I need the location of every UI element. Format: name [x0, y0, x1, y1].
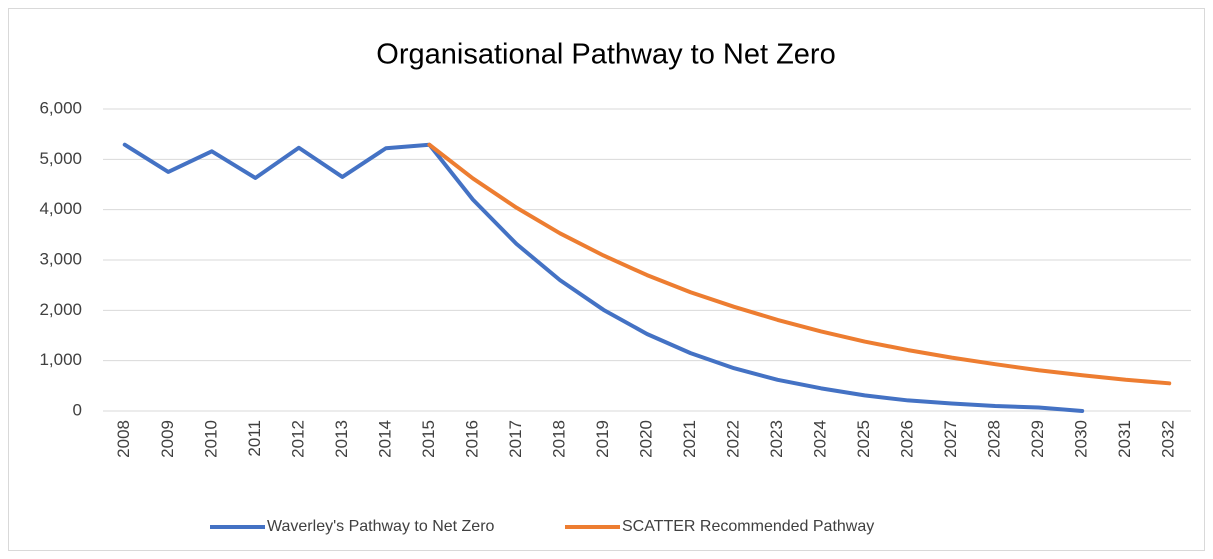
x-tick-label: 2031	[1115, 420, 1134, 458]
y-tick-label: 3,000	[39, 249, 82, 268]
x-tick-label: 2023	[767, 420, 786, 458]
x-tick-label: 2020	[636, 420, 655, 458]
y-tick-label: 4,000	[39, 199, 82, 218]
x-tick-label: 2024	[811, 420, 830, 458]
x-tick-label: 2009	[158, 420, 177, 458]
x-tick-label: 2016	[462, 420, 481, 458]
x-tick-label: 2025	[854, 420, 873, 458]
chart-frame	[8, 8, 1205, 551]
x-tick-label: 2022	[724, 420, 743, 458]
x-tick-label: 2014	[375, 420, 394, 458]
x-tick-label: 2026	[898, 420, 917, 458]
x-tick-label: 2030	[1072, 420, 1091, 458]
x-tick-label: 2032	[1159, 420, 1178, 458]
series-line	[122, 142, 1085, 413]
x-tick-label: 2027	[941, 420, 960, 458]
x-tick-label: 2008	[114, 420, 133, 458]
legend-label: Waverley's Pathway to Net Zero	[267, 518, 495, 535]
y-tick-label: 6,000	[39, 98, 82, 117]
x-tick-label: 2018	[549, 420, 568, 458]
x-tick-label: 2013	[332, 420, 351, 458]
x-tick-label: 2012	[288, 420, 307, 458]
x-tick-label: 2029	[1028, 420, 1047, 458]
y-tick-label: 2,000	[39, 300, 82, 319]
x-tick-label: 2019	[593, 420, 612, 458]
x-tick-label: 2010	[201, 420, 220, 458]
chart-title: Organisational Pathway to Net Zero	[376, 39, 835, 71]
x-tick-label: 2021	[680, 420, 699, 458]
legend-label: SCATTER Recommended Pathway	[622, 518, 874, 535]
series-line	[427, 142, 1172, 386]
y-tick-label: 1,000	[39, 350, 82, 369]
x-tick-label: 2017	[506, 420, 525, 458]
y-tick-label: 5,000	[39, 149, 82, 168]
x-tick-label: 2028	[985, 420, 1004, 458]
y-tick-label: 0	[73, 400, 82, 419]
x-tick-label: 2015	[419, 420, 438, 458]
x-tick-label: 2011	[245, 420, 264, 457]
